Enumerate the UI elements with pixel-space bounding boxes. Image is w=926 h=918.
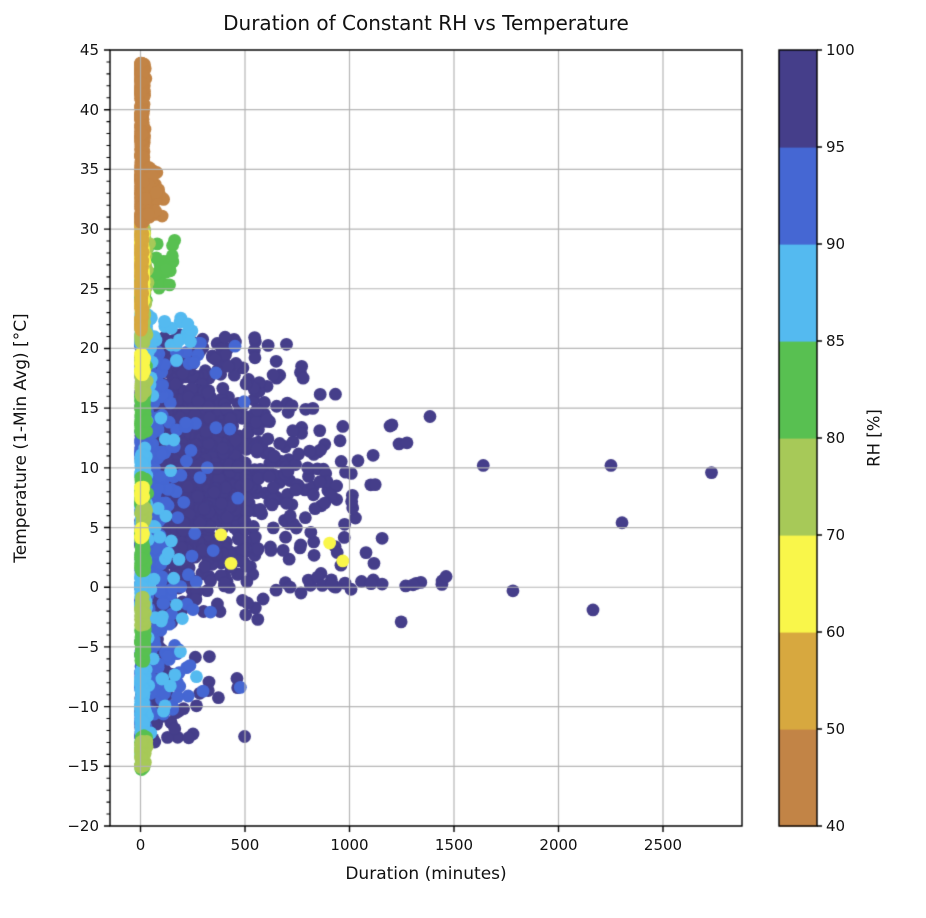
scatter-plot-canvas	[0, 0, 926, 918]
chart-figure: Duration of Constant RH vs Temperature D…	[0, 0, 926, 918]
